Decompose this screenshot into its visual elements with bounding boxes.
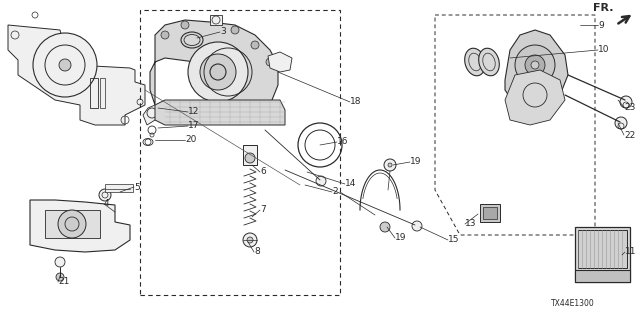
Text: 9: 9 [598,20,604,29]
Text: 7: 7 [260,205,266,214]
Circle shape [384,159,396,171]
Text: FR.: FR. [593,3,614,13]
Circle shape [615,117,627,129]
Circle shape [515,45,555,85]
Text: 10: 10 [598,45,609,54]
Circle shape [243,233,257,247]
Polygon shape [150,20,278,115]
Circle shape [58,210,86,238]
Circle shape [531,61,539,69]
Text: 14: 14 [345,180,356,188]
Circle shape [247,237,253,243]
Polygon shape [505,70,565,125]
Circle shape [245,153,255,163]
Text: 4: 4 [104,199,109,209]
Text: 22: 22 [624,131,636,140]
Circle shape [251,101,259,109]
Bar [575,227,630,282]
Bar [140,10,340,295]
Circle shape [65,217,79,231]
Circle shape [380,222,390,232]
Text: 17: 17 [188,122,200,131]
Text: 15: 15 [448,236,460,244]
Circle shape [56,273,64,281]
Bar [105,184,133,192]
Text: 8: 8 [254,247,260,257]
Circle shape [188,42,248,102]
Circle shape [33,33,97,97]
Polygon shape [155,100,285,125]
Bar [578,230,627,268]
Text: 12: 12 [188,108,200,116]
Text: 5: 5 [134,182,140,191]
Text: 19: 19 [410,157,422,166]
Bar [100,78,105,108]
Circle shape [55,257,65,267]
Circle shape [620,96,632,108]
Circle shape [231,26,239,34]
Circle shape [210,64,226,80]
Text: 21: 21 [58,277,69,286]
Bar [483,207,497,219]
Bar [90,78,98,108]
Text: 19: 19 [395,234,406,243]
Circle shape [99,189,111,201]
Circle shape [216,108,224,116]
Text: 23: 23 [624,102,636,111]
Text: TX44E1300: TX44E1300 [551,299,595,308]
Polygon shape [505,30,568,110]
Polygon shape [8,25,145,125]
Ellipse shape [479,48,499,76]
Text: 2: 2 [332,188,338,196]
Circle shape [388,163,392,167]
Circle shape [161,31,169,39]
Circle shape [412,221,422,231]
Bar [480,204,500,222]
Circle shape [200,54,236,90]
Text: 11: 11 [625,247,637,257]
Circle shape [266,58,274,66]
Text: 18: 18 [350,98,362,107]
Circle shape [316,176,326,186]
Circle shape [251,41,259,49]
Circle shape [59,59,71,71]
Bar [45,210,100,238]
Bar [575,270,630,282]
Ellipse shape [465,48,485,76]
Text: 16: 16 [337,138,349,147]
Bar [243,145,257,165]
Circle shape [181,21,189,29]
Text: 6: 6 [260,167,266,177]
Circle shape [525,55,545,75]
Polygon shape [143,105,160,125]
Text: 13: 13 [465,220,477,228]
Bar [210,15,222,25]
Text: 20: 20 [185,135,196,145]
Polygon shape [268,52,292,72]
Polygon shape [30,200,130,252]
Text: 3: 3 [220,28,226,36]
